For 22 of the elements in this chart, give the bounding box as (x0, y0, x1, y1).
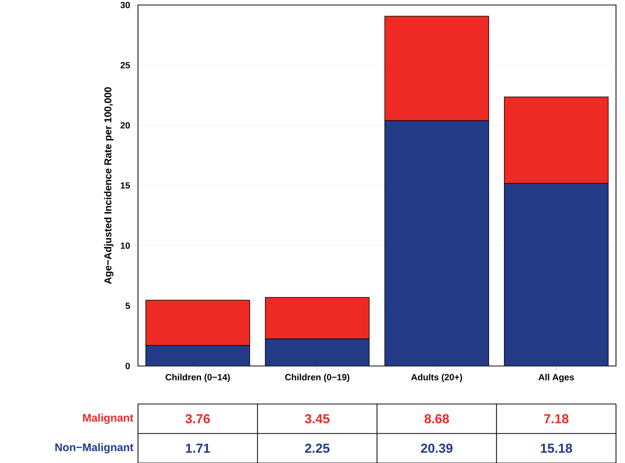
data-label: 2.25 (305, 444, 330, 453)
data-label: 3.45 (304, 414, 330, 424)
y-tick-label: 30 (120, 2, 130, 8)
y-axis-title: Age−Adjusted Incidence Rate per 100,000 (104, 87, 114, 284)
data-label: 7.18 (544, 414, 568, 424)
text: Non−Malignant (55, 443, 134, 454)
y-tick-label: 15 (120, 182, 130, 189)
y-tick-label: 0 (126, 362, 130, 370)
data-label: 3.76 (185, 414, 210, 424)
x-tick-label: Adults (20+) (411, 374, 462, 382)
y-tick-label: 5 (126, 302, 130, 309)
x-tick-label: Children (0−14) (166, 374, 230, 382)
text: Malignant (83, 414, 134, 424)
y-tick-label: 25 (120, 62, 130, 68)
y-tick-label: 20 (120, 122, 130, 129)
data-label: 8.68 (424, 414, 449, 424)
data-label: 1.71 (186, 444, 210, 453)
data-label: 15.18 (540, 444, 572, 453)
x-tick-label: Children (0−19) (285, 374, 350, 382)
x-tick-label: All Ages (538, 374, 574, 382)
y-tick-label: 10 (120, 242, 130, 249)
data-label: 20.39 (421, 444, 452, 453)
